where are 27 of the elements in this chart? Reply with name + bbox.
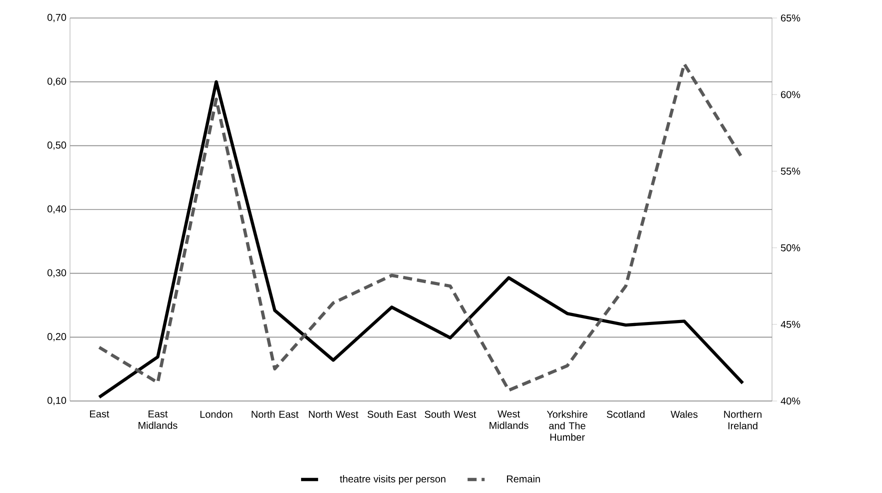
y2-tick-label: 40% — [780, 397, 800, 405]
x-tick-label: Scotland — [606, 410, 645, 418]
y2-tick-label: 55% — [780, 168, 800, 175]
x-tick-label: Yorkshire and The Humber — [546, 410, 588, 441]
x-tick-label: North West — [308, 410, 358, 418]
x-tick-label: North East — [252, 410, 298, 418]
y2-tick-label: 45% — [780, 320, 800, 328]
x-tick-label: West Midlands — [490, 410, 528, 429]
legend-label: Remain — [507, 475, 540, 482]
y-tick-label: 0,10 — [47, 396, 66, 406]
y2-tick-label: 65% — [781, 14, 800, 22]
y2-tick-label: 60% — [781, 91, 800, 98]
y2-tick-label: 50% — [780, 244, 800, 252]
legend-label: theatre visits per person — [340, 475, 446, 484]
x-tick-label: Wales — [670, 410, 698, 418]
y-tick-label: 0,50 — [47, 142, 66, 150]
x-tick-label: London — [200, 410, 232, 418]
x-tick-label: East Midlands — [138, 410, 178, 429]
x-tick-label: Northern Ireland — [724, 410, 762, 430]
x-tick-label: South West — [424, 410, 476, 418]
y-tick-label: 0,40 — [47, 205, 66, 214]
y-tick-label: 0,20 — [47, 333, 66, 342]
x-tick-label: East — [90, 410, 110, 418]
x-tick-label: South East — [368, 410, 416, 418]
y-tick-label: 0,70 — [47, 14, 66, 22]
y-tick-label: 0,60 — [47, 78, 66, 86]
y-tick-label: 0,30 — [47, 269, 66, 278]
